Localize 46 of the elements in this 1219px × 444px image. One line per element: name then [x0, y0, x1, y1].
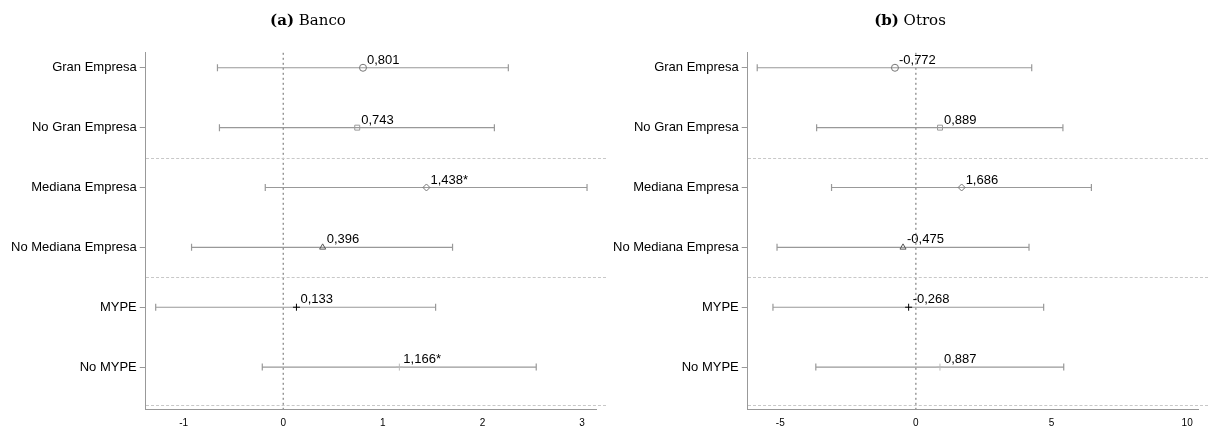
point — [354, 124, 361, 131]
y-tick-label: No Mediana Empresa — [10, 238, 138, 254]
point — [937, 124, 943, 131]
data-label: 1,438* — [430, 171, 469, 187]
point — [292, 303, 301, 312]
data-label: 0,889 — [944, 111, 977, 127]
y-tick-label: MYPE — [701, 298, 740, 314]
x-tick-label: 10 — [1181, 416, 1194, 428]
y-tick-label: No Mediana Empresa — [612, 238, 740, 254]
y-tick-label: Gran Empresa — [654, 59, 740, 75]
point — [904, 303, 913, 312]
point — [422, 183, 431, 192]
data-label: 0,743 — [361, 111, 394, 127]
point — [358, 63, 367, 72]
y-tick-label: Mediana Empresa — [633, 179, 740, 195]
x-tick-label: 1 — [380, 416, 387, 428]
point — [319, 243, 327, 250]
data-label: -0,475 — [907, 231, 944, 247]
x-tick-label: 3 — [579, 416, 586, 428]
y-tick-label: No MYPE — [681, 358, 740, 374]
y-tick-label: No Gran Empresa — [633, 119, 740, 135]
x-tick-label: -1 — [179, 416, 189, 428]
x-tick-label: 0 — [913, 416, 920, 428]
x-tick-label: -5 — [775, 416, 786, 428]
y-tick-label: No Gran Empresa — [31, 119, 138, 135]
point — [395, 363, 404, 372]
data-label: 1,686 — [965, 171, 999, 187]
y-tick-label: MYPE — [99, 298, 138, 314]
y-tick-label: Mediana Empresa — [31, 179, 138, 195]
point — [899, 243, 907, 250]
data-label: -0,268 — [912, 291, 950, 307]
point — [890, 63, 899, 72]
point — [957, 183, 966, 192]
data-label: 0,396 — [326, 231, 360, 247]
y-tick-label: Gran Empresa — [52, 59, 138, 75]
chart-title: (b) Otros — [874, 11, 946, 29]
chart-title: (a) Banco — [270, 11, 346, 29]
data-label: 0,801 — [366, 51, 400, 67]
x-tick-label: 5 — [1048, 416, 1055, 428]
data-label: 1,166* — [403, 351, 441, 367]
y-tick-label: No MYPE — [79, 358, 138, 374]
data-label: 0,887 — [943, 351, 977, 367]
data-label: 0,133 — [300, 291, 333, 307]
x-tick-label: 2 — [479, 416, 486, 428]
data-label: -0,772 — [898, 51, 936, 67]
x-tick-label: 0 — [280, 416, 287, 428]
